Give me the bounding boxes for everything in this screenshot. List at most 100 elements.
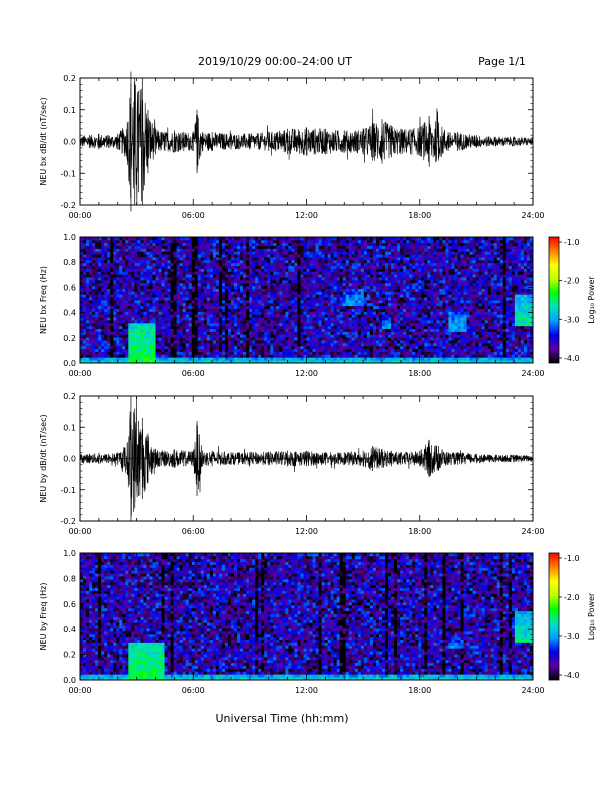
spec-1-cell (92, 340, 96, 344)
spec-1-cell (167, 254, 171, 258)
spec-1-cell (113, 245, 117, 249)
spec-1-cell (264, 294, 268, 298)
spec-1-cell (89, 342, 93, 347)
spec-1-cell (227, 354, 232, 358)
spec-1-cell (89, 320, 93, 324)
spec-1-cell (134, 320, 138, 324)
spec-1-cell (212, 317, 217, 321)
spec-1-cell (306, 254, 310, 258)
spec-1-cell (137, 297, 141, 301)
spec-1-cell (119, 271, 123, 275)
spec-1-cell (110, 291, 114, 295)
spec-1-cell (92, 342, 96, 347)
spec-1-cell (104, 242, 108, 246)
spec-1-cell (351, 334, 356, 338)
spec-1-cell (276, 242, 280, 246)
spec-1-cell (137, 337, 141, 341)
spec-1-cell (167, 305, 171, 309)
spec-1-cell (170, 314, 175, 318)
spec-1-cell (218, 251, 223, 255)
spec-1-cell (297, 279, 301, 284)
spec-1-cell (249, 354, 253, 358)
spec-1-cell (315, 259, 319, 264)
spec-1-cell (324, 337, 329, 341)
spec-1-cell (86, 337, 90, 341)
spec-1-cell (315, 288, 319, 292)
spec-1-cell (354, 351, 359, 355)
spec-1-cell (122, 239, 126, 244)
spec-1-cell (288, 348, 292, 352)
spec-1-cell (303, 245, 307, 249)
spec-1-cell (252, 320, 256, 324)
spec-1-cell (339, 294, 344, 298)
spec-1-cell (173, 254, 178, 258)
spec-1-cell (95, 322, 99, 327)
spec-1-cell (113, 254, 117, 258)
spec-1-cell (246, 317, 250, 321)
spec-1-cell (212, 311, 217, 315)
spec-1-cell (110, 285, 114, 289)
spec-1-cell (113, 354, 117, 358)
spec-1-cell (246, 262, 250, 267)
spec-1-cell (98, 262, 102, 267)
spec-1-cell (321, 262, 326, 267)
spec-1-cell (149, 314, 153, 318)
spec-1-cell (400, 354, 404, 358)
spec-1-cell (249, 285, 253, 289)
spec-1-cell (243, 357, 247, 361)
spec-1-cell (237, 294, 241, 298)
spec-1-cell (231, 257, 235, 261)
spec-1-cell (215, 279, 220, 284)
spec-1-cell (113, 279, 117, 284)
spec-1-cell (197, 302, 202, 307)
spec-1-cell (92, 242, 96, 246)
spec-1-cell (107, 351, 111, 355)
spec-1-cell (348, 334, 353, 338)
spec-1-cell (252, 337, 256, 341)
spec-1-cell (116, 245, 120, 249)
spec-1-cell (385, 337, 389, 341)
spec-1-cell (107, 331, 111, 335)
spec-1-cell (246, 271, 250, 275)
spec-1-cell (218, 337, 223, 341)
spec-1-cell (146, 259, 150, 264)
spec-1-cell (288, 282, 292, 287)
spec-1-cell (360, 285, 365, 289)
spec-1-cell (221, 251, 226, 255)
spec-1-cell (312, 340, 316, 344)
spec-1-cell (252, 274, 256, 278)
spec-1-cell (179, 285, 184, 289)
spec-1-cell (357, 331, 362, 335)
spec-1-cell (397, 288, 401, 292)
spec-1-cell (176, 271, 181, 275)
spec-1-cell (209, 237, 214, 241)
spec-1-cell (264, 277, 268, 281)
spec-1-cell (249, 237, 253, 241)
spec-1-cell (382, 325, 386, 330)
spec-1-cell (194, 274, 199, 278)
spec-1-cell (360, 279, 365, 284)
spec-1-cell (125, 262, 129, 267)
spec-1-cell (276, 300, 280, 304)
spec-1-cell (206, 322, 211, 327)
spec-1-cell (246, 328, 250, 332)
spec-1-cell (369, 325, 374, 330)
spec-1-cell (348, 340, 353, 344)
spec-1-cell (128, 317, 132, 321)
spec-1-cell (406, 348, 410, 352)
spec-1-cell (140, 245, 144, 249)
spec-1-cell (327, 251, 332, 255)
spec-1-cell (188, 277, 193, 281)
spec-1-cell (264, 351, 268, 355)
spec-1-cell (95, 302, 99, 307)
spec-1-cell (258, 285, 262, 289)
spec-1-cell (354, 342, 359, 347)
spec-1-cell (330, 248, 335, 252)
spec-1-cell (104, 288, 108, 292)
spec-1-cell (315, 340, 319, 344)
spec-1-cell (243, 237, 247, 241)
spec-1-cell (215, 271, 220, 275)
spec-1-cell (309, 317, 313, 321)
spec-1-cell (333, 265, 338, 269)
spec-1-cell (351, 331, 356, 335)
